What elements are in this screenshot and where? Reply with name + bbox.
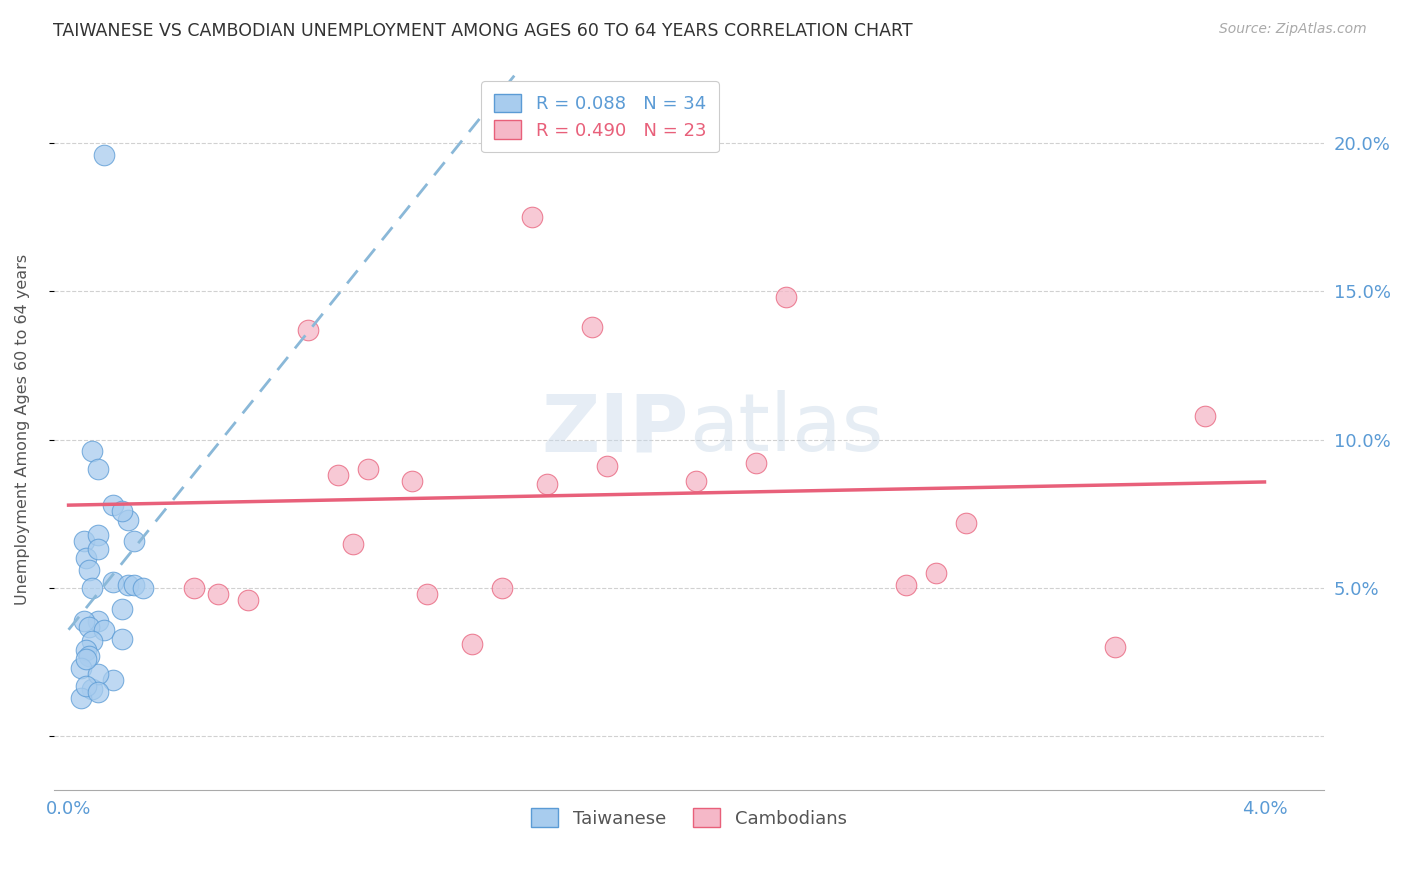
- Point: [87, 667, 110, 681]
- Point: [79, 563, 101, 577]
- Point: [82, 681, 104, 696]
- Point: [76, 643, 98, 657]
- Point: [183, 581, 205, 595]
- Point: [685, 474, 707, 488]
- Point: [745, 456, 768, 470]
- Point: [491, 581, 513, 595]
- Point: [69, 661, 91, 675]
- Point: [581, 319, 603, 334]
- Point: [69, 690, 91, 705]
- Point: [894, 578, 917, 592]
- Point: [596, 459, 619, 474]
- Point: [326, 468, 349, 483]
- Point: [111, 632, 134, 646]
- Point: [955, 516, 977, 530]
- Point: [117, 578, 139, 592]
- Point: [401, 474, 423, 488]
- Point: [93, 147, 115, 161]
- Point: [297, 323, 319, 337]
- Point: [117, 513, 139, 527]
- Point: [520, 210, 543, 224]
- Text: ZIP: ZIP: [541, 390, 689, 468]
- Point: [775, 290, 797, 304]
- Point: [111, 504, 134, 518]
- Point: [924, 566, 946, 581]
- Point: [87, 462, 110, 476]
- Point: [76, 679, 98, 693]
- Text: TAIWANESE VS CAMBODIAN UNEMPLOYMENT AMONG AGES 60 TO 64 YEARS CORRELATION CHART: TAIWANESE VS CAMBODIAN UNEMPLOYMENT AMON…: [53, 22, 912, 40]
- Legend: Taiwanese, Cambodians: Taiwanese, Cambodians: [524, 801, 853, 835]
- Point: [79, 620, 101, 634]
- Point: [82, 581, 104, 595]
- Text: atlas: atlas: [689, 390, 883, 468]
- Point: [103, 575, 125, 590]
- Point: [342, 536, 364, 550]
- Point: [87, 527, 110, 541]
- Point: [124, 578, 146, 592]
- Point: [82, 444, 104, 458]
- Point: [207, 587, 229, 601]
- Point: [536, 477, 558, 491]
- Text: Source: ZipAtlas.com: Source: ZipAtlas.com: [1219, 22, 1367, 37]
- Point: [93, 623, 115, 637]
- Point: [416, 587, 439, 601]
- Point: [87, 685, 110, 699]
- Point: [124, 533, 146, 548]
- Point: [72, 614, 94, 628]
- Point: [103, 673, 125, 687]
- Point: [72, 533, 94, 548]
- Point: [87, 542, 110, 557]
- Point: [76, 652, 98, 666]
- Point: [356, 462, 378, 476]
- Point: [76, 551, 98, 566]
- Point: [82, 634, 104, 648]
- Point: [461, 637, 484, 651]
- Point: [79, 649, 101, 664]
- Point: [1194, 409, 1216, 423]
- Point: [111, 602, 134, 616]
- Point: [103, 498, 125, 512]
- Point: [132, 581, 155, 595]
- Point: [1104, 640, 1126, 655]
- Point: [236, 593, 259, 607]
- Y-axis label: Unemployment Among Ages 60 to 64 years: Unemployment Among Ages 60 to 64 years: [15, 253, 30, 605]
- Point: [87, 614, 110, 628]
